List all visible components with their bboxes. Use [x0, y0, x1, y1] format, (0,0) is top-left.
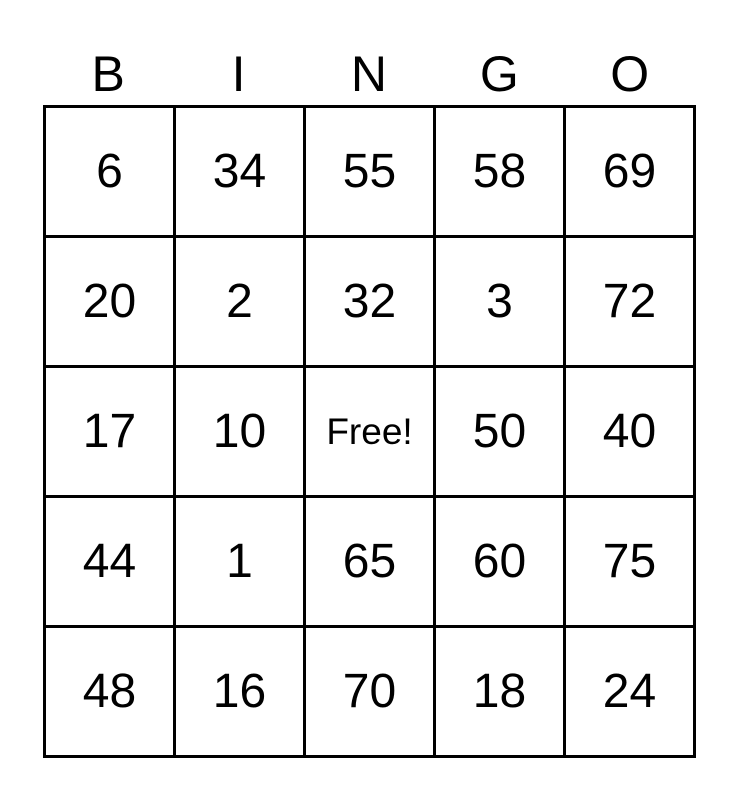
bingo-cell[interactable]: 6: [43, 105, 176, 238]
header-letter: I: [231, 46, 246, 102]
bingo-grid: 6 34 55 58 69 20 2 32 3 72 17 10 Free! 50 40 44 1 65 60 75 4…: [43, 105, 696, 758]
bingo-cell[interactable]: 48: [43, 625, 176, 758]
header-letter: B: [91, 46, 125, 102]
bingo-cell[interactable]: 72: [563, 235, 696, 368]
bingo-cell[interactable]: 3: [433, 235, 566, 368]
bingo-cell[interactable]: 69: [563, 105, 696, 238]
bingo-cell[interactable]: 16: [173, 625, 306, 758]
bingo-cell[interactable]: 17: [43, 365, 176, 498]
bingo-cell[interactable]: 70: [303, 625, 436, 758]
bingo-cell[interactable]: 55: [303, 105, 436, 238]
bingo-row: 20 2 32 3 72: [43, 235, 696, 368]
bingo-cell[interactable]: 2: [173, 235, 306, 368]
header-letter: G: [479, 46, 519, 102]
bingo-cell[interactable]: 60: [433, 495, 566, 628]
bingo-cell[interactable]: 65: [303, 495, 436, 628]
bingo-row: 48 16 70 18 24: [43, 625, 696, 758]
bingo-cell[interactable]: 44: [43, 495, 176, 628]
bingo-cell[interactable]: 75: [563, 495, 696, 628]
bingo-row: 44 1 65 60 75: [43, 495, 696, 628]
bingo-row: 17 10 Free! 50 40: [43, 365, 696, 498]
free-space-cell[interactable]: Free!: [303, 365, 436, 498]
bingo-cell[interactable]: 20: [43, 235, 176, 368]
bingo-cell[interactable]: 34: [173, 105, 306, 238]
header-letter: N: [350, 46, 388, 102]
bingo-cell[interactable]: 1: [173, 495, 306, 628]
bingo-cell[interactable]: 50: [433, 365, 566, 498]
header-letter: O: [610, 46, 650, 102]
bingo-cell[interactable]: 58: [433, 105, 566, 238]
bingo-header: B I N G O: [43, 44, 695, 104]
bingo-cell[interactable]: 24: [563, 625, 696, 758]
bingo-cell[interactable]: 10: [173, 365, 306, 498]
bingo-cell[interactable]: 18: [433, 625, 566, 758]
bingo-cell[interactable]: 40: [563, 365, 696, 498]
bingo-cell[interactable]: 32: [303, 235, 436, 368]
bingo-row: 6 34 55 58 69: [43, 105, 696, 238]
